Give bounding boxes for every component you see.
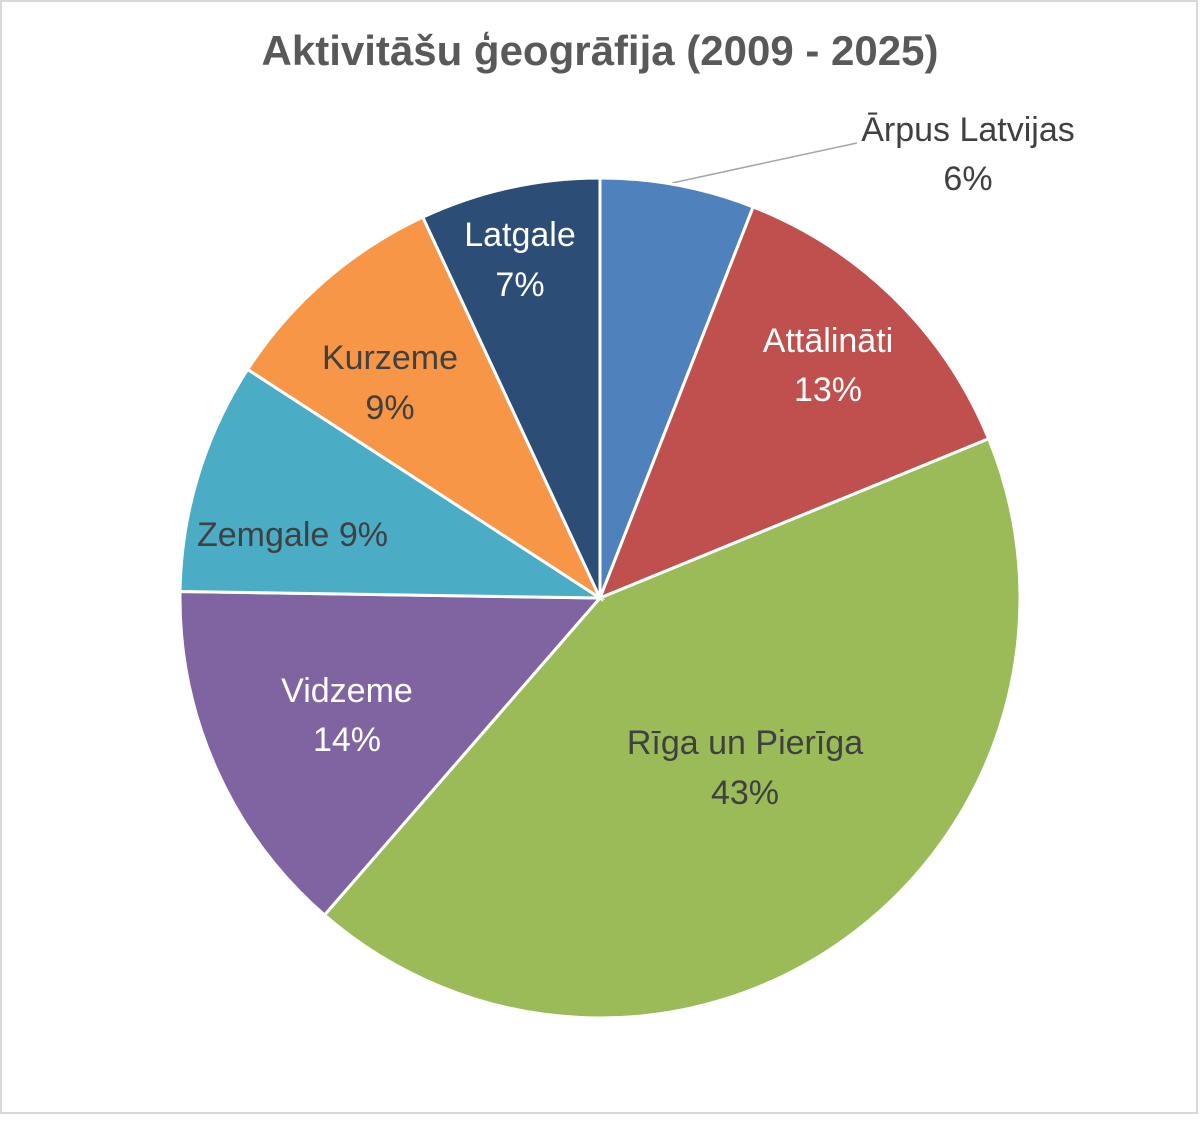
pie-slice <box>597 204 991 601</box>
pie-slice <box>245 215 604 603</box>
slice-label: Zemgale <box>197 516 329 554</box>
pie-slice <box>420 176 602 599</box>
value-label: 9% <box>365 389 414 427</box>
slice-label: Attālināti <box>763 322 893 360</box>
leader-line <box>671 142 858 184</box>
slice-label: Vidzeme <box>281 672 413 710</box>
pie-slice <box>598 176 756 599</box>
slice-label: Rīga un Pierīga <box>627 724 863 762</box>
pie-slice <box>322 436 1022 1020</box>
value-label: 9% <box>339 516 388 554</box>
value-label: 43% <box>711 774 779 812</box>
value-label: 13% <box>794 371 862 409</box>
value-label: 6% <box>943 160 992 198</box>
pie-slice <box>178 589 604 918</box>
slice-label: Ārpus Latvijas <box>861 111 1075 149</box>
chart-title: Aktivitāšu ģeogrāfija (2009 - 2025) <box>262 27 939 74</box>
value-label: 7% <box>495 266 544 304</box>
slice-label: Kurzeme <box>322 339 458 377</box>
value-label: 14% <box>313 721 381 759</box>
slice-label: Latgale <box>464 216 576 254</box>
pie-slice <box>178 367 606 600</box>
